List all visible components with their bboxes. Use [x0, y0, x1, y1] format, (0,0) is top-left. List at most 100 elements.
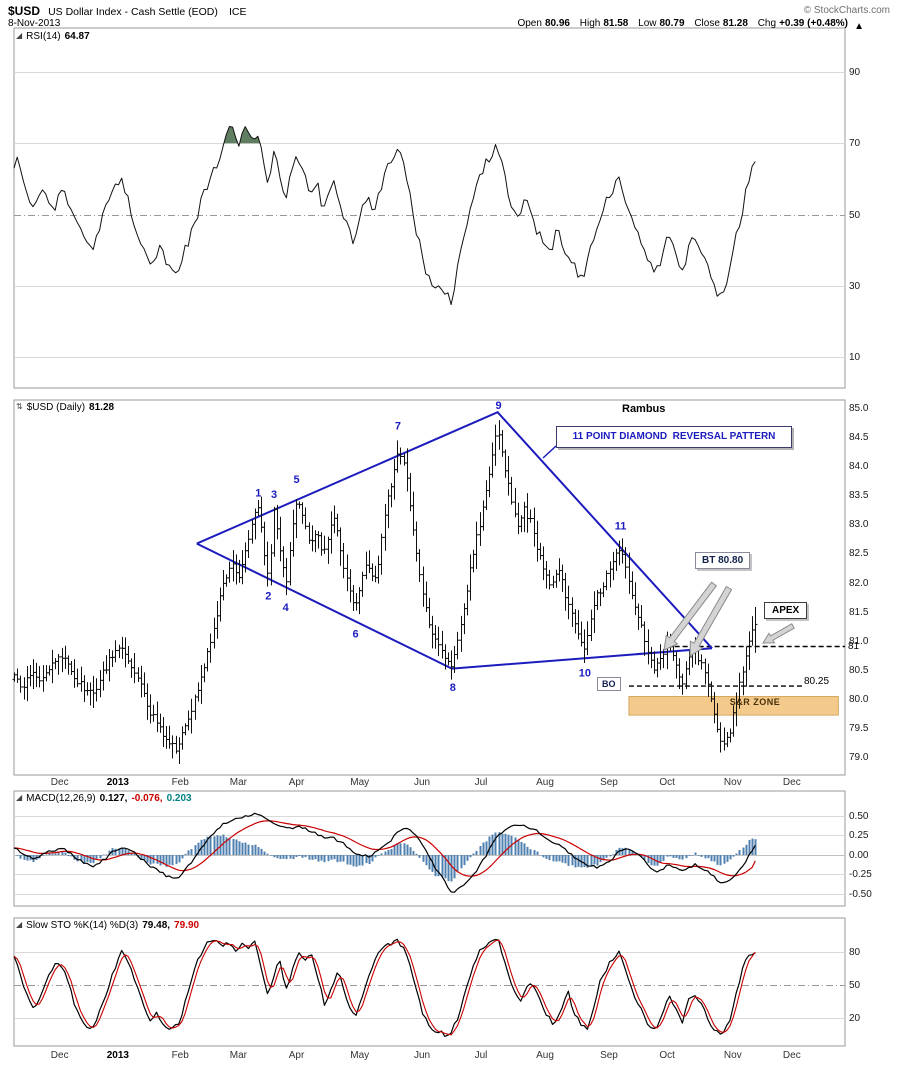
axis-tick-label: 0.25: [849, 830, 869, 842]
x-axis-month-label: Aug: [536, 1050, 554, 1061]
sto-k-value: 79.48,: [142, 920, 171, 931]
price-panel-arrows-icon: ⇅: [16, 402, 23, 411]
sto-panel-name: Slow STO %K(14) %D(3): [26, 920, 139, 931]
x-axis-month-label: Aug: [536, 777, 554, 788]
x-axis-month-label: Sep: [600, 777, 618, 788]
rsi-panel-name: RSI(14): [26, 31, 61, 42]
x-axis-month-label: Jun: [413, 777, 431, 788]
x-axis-months-top: Dec 2013 Feb Mar Apr May Jun Jul Aug Sep Oct Nov Dec: [0, 777, 900, 789]
price-panel-value: 81.28: [89, 402, 115, 413]
svg-text:7: 7: [395, 421, 401, 433]
rsi-panel-icon: ◢: [16, 31, 23, 40]
open-value: 80.96: [544, 18, 570, 29]
axis-tick-label: 81.5: [849, 606, 869, 618]
svg-text:9: 9: [495, 400, 501, 412]
x-axis-month-label: Dec: [782, 777, 801, 788]
axis-tick-label: 30: [849, 280, 861, 292]
axis-tick-label: 80.5: [849, 664, 869, 676]
price-panel-name: $USD (Daily): [26, 402, 86, 413]
svg-text:5: 5: [293, 474, 299, 486]
rambus-signature: Rambus: [622, 403, 666, 415]
svg-text:1: 1: [255, 487, 261, 499]
x-axis-month-label: Feb: [171, 777, 189, 788]
change-up-arrow-icon: ▲: [854, 21, 864, 32]
change-value: +0.39 (+0.48%): [779, 18, 848, 29]
change-label: Chg: [757, 18, 777, 29]
axis-tick-label: 84.5: [849, 432, 869, 444]
axis-tick-label: 83.0: [849, 519, 869, 531]
x-axis-month-label: Sep: [600, 1050, 618, 1061]
sr-zone-label: S&R ZONE: [729, 697, 781, 707]
low-value: 80.79: [659, 18, 685, 29]
svg-text:8: 8: [450, 682, 456, 694]
x-axis-month-label: 2013: [106, 777, 129, 788]
svg-text:4: 4: [283, 602, 290, 614]
axis-tick-label: 10: [849, 352, 861, 363]
price-panel-label: ⇅ $USD (Daily) 81.28: [16, 402, 114, 413]
axis-tick-label: 85.0: [849, 403, 869, 415]
x-axis-month-label: Apr: [288, 1050, 305, 1061]
axis-tick-label: 50: [849, 979, 861, 991]
close-value: 81.28: [722, 18, 748, 29]
axis-tick-label: 0.50: [849, 810, 869, 822]
level-8025-label: 80.25: [803, 676, 831, 687]
x-axis-month-label: Jun: [413, 1050, 431, 1061]
sto-panel-icon: ◢: [16, 920, 23, 929]
backtest-label: BT 80.80: [695, 552, 751, 569]
macd-signal-value: -0.076,: [131, 793, 163, 804]
rsi-panel-value: 64.87: [64, 31, 90, 42]
chart-date: 8-Nov-2013: [8, 18, 61, 29]
quote-header: 8-Nov-2013 Open 80.96 High 81.58 Low 80.79 …: [8, 18, 892, 32]
axis-tick-label: 79.5: [849, 722, 869, 734]
axis-tick-label: 81.0: [849, 635, 869, 647]
axis-tick-label: 20: [849, 1013, 861, 1024]
copyright-label: © StockCharts.com: [803, 5, 890, 16]
apex-label: APEX: [764, 602, 808, 619]
macd-panel-icon: ◢: [16, 793, 23, 802]
x-axis-month-label: Apr: [288, 777, 305, 788]
svg-text:3: 3: [271, 489, 277, 501]
axis-tick-label: 80: [849, 946, 861, 958]
axis-tick-label: 84.0: [849, 461, 869, 473]
axis-tick-label: 83.5: [849, 490, 869, 502]
x-axis-month-label: Jul: [474, 1050, 488, 1061]
sto-d-value: 79.90: [174, 920, 200, 931]
svg-text:11: 11: [615, 521, 627, 533]
macd-panel-label: ◢ MACD(12,26,9) 0.127, -0.076, 0.203: [16, 793, 192, 804]
open-label: Open: [517, 18, 542, 29]
axis-tick-label: -0.25: [849, 869, 872, 881]
axis-tick-label: 80.0: [849, 693, 869, 705]
x-axis-month-label: Dec: [50, 777, 69, 788]
axis-tick-label: 82.5: [849, 548, 869, 560]
x-axis-month-label: Nov: [723, 1050, 742, 1061]
x-axis-month-label: Mar: [229, 1050, 247, 1061]
quote-line: Open 80.96 High 81.58 Low 80.79 Close 81.28 …: [510, 18, 848, 29]
chart-title: US Dollar Index - Cash Settle (EOD): [48, 6, 218, 18]
x-axis-month-label: Dec: [50, 1050, 69, 1061]
svg-text:2: 2: [265, 590, 271, 602]
x-axis-month-label: 2013: [106, 1050, 129, 1061]
breakout-label: BO: [597, 677, 621, 691]
rsi-panel-label: ◢ RSI(14) 64.87: [16, 31, 90, 42]
x-axis-month-label: Oct: [659, 1050, 675, 1061]
axis-tick-label: -0.50: [849, 888, 872, 900]
axis-tick-label: 50: [849, 209, 861, 221]
low-label: Low: [638, 18, 657, 29]
axis-tick-label: 79.0: [849, 751, 869, 763]
sto-panel-label: ◢ Slow STO %K(14) %D(3) 79.48, 79.90: [16, 920, 199, 931]
x-axis-month-label: May: [350, 777, 370, 788]
close-label: Close: [694, 18, 720, 29]
axis-tick-label: 0.00: [849, 849, 869, 861]
chart-header: $USD US Dollar Index - Cash Settle (EOD)…: [8, 4, 892, 18]
axis-tick-label: 82.0: [849, 577, 869, 589]
macd-line-value: 0.127,: [99, 793, 128, 804]
x-axis-month-label: Nov: [723, 777, 742, 788]
ticker-symbol: $USD: [8, 4, 41, 18]
x-axis-month-label: May: [350, 1050, 370, 1061]
x-axis-months-bottom: Dec 2013 Feb Mar Apr May Jun Jul Aug Sep Oct Nov Dec: [0, 1050, 900, 1062]
axis-tick-label: 90: [849, 66, 861, 78]
svg-text:6: 6: [352, 629, 358, 641]
macd-panel-name: MACD(12,26,9): [26, 793, 96, 804]
